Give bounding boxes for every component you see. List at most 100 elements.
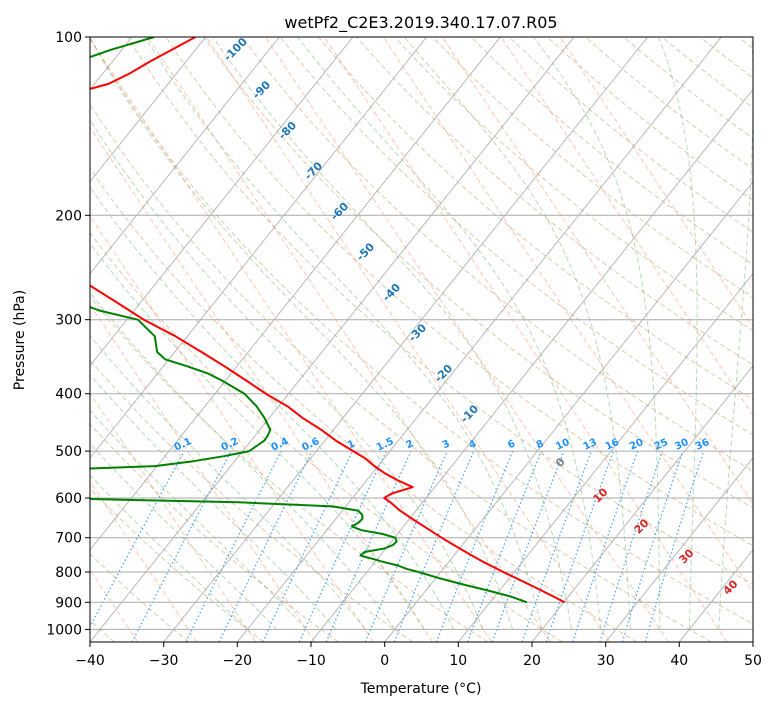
- moist-adiabat-label: 20: [632, 516, 652, 536]
- mixing-ratio-line: [599, 450, 663, 642]
- salmon-dashed-line: [264, 37, 669, 642]
- data-lines: [90, 37, 565, 604]
- y-axis-label: Pressure (hPa): [12, 290, 28, 390]
- dry-adiabat-line: [585, 37, 753, 170]
- moist-adiabat-line: [90, 291, 396, 630]
- moist-adiabat-line: [658, 37, 698, 630]
- dry-adiabat-line: [90, 37, 753, 625]
- dry-adiabat-line: [318, 37, 753, 401]
- salmon-dashed-line: [500, 37, 753, 417]
- dry-adiabat-line: [90, 167, 638, 642]
- moist-adiabat-line: [90, 443, 278, 630]
- y-tick-label: 800: [55, 565, 82, 581]
- mixing-ratio-line: [325, 450, 412, 642]
- dry-adiabat-label: -10: [458, 402, 481, 425]
- isotherm-line: [457, 272, 753, 642]
- moist-adiabat-line: [90, 37, 514, 630]
- x-tick-label: 0: [380, 653, 389, 669]
- y-tick-label: 900: [55, 595, 82, 611]
- isotherm-line: [90, 37, 354, 367]
- isotherm-line: [236, 37, 722, 642]
- mixing-ratio-label: 13: [582, 437, 599, 453]
- mixing-ratio-line: [393, 450, 475, 642]
- dry-adiabat-label: -40: [380, 281, 403, 304]
- y-tick-label: 400: [55, 387, 82, 403]
- mixing-ratio-label: 25: [653, 437, 670, 453]
- dry-adiabat-line: [547, 37, 753, 201]
- moist-adiabat-label: 0: [553, 455, 568, 470]
- y-tick-label: 1000: [46, 622, 82, 638]
- plot-frame: [89, 36, 754, 643]
- salmon-dashed-line: [90, 392, 257, 642]
- mixing-ratio-line: [545, 450, 614, 642]
- adiabat-labels: 0.1 0.2 0.4 0.6 1 1.5 2 3 4 6 8 10 13 16 20 25 30 36-100-…: [173, 35, 741, 598]
- mixing-ratio-label: 20: [628, 437, 645, 453]
- moist-adiabat-line: [90, 186, 455, 630]
- x-tick-label: −20: [223, 653, 253, 669]
- mixing-ratio-line: [644, 450, 705, 642]
- isotherm-line: [384, 180, 753, 642]
- y-tick-label: 200: [55, 208, 82, 224]
- dry-adiabat-line: [241, 37, 753, 472]
- dry-adiabat-line: [394, 37, 753, 332]
- dry-adiabat-line: [90, 553, 190, 642]
- mixing-ratio-label: 8: [535, 438, 546, 451]
- dry-adiabat-line: [165, 37, 753, 547]
- moist-adiabat-label: 40: [721, 577, 741, 597]
- x-tick-label: −30: [149, 653, 179, 669]
- isotherm-line: [90, 37, 207, 183]
- isotherm-line: [90, 37, 575, 642]
- moist-adiabat-line: [297, 37, 602, 630]
- dry-adiabat-line: [90, 359, 414, 642]
- y-tick-label: 600: [55, 491, 82, 507]
- moist-adiabat-line: [90, 242, 425, 630]
- x-tick-label: 10: [449, 653, 467, 669]
- salmon-dashed-line: [206, 37, 610, 642]
- isotherm-line: [90, 37, 280, 275]
- moist-adiabat-line: [90, 373, 337, 630]
- moist-adiabat-line: [532, 37, 661, 630]
- mixing-ratio-label: 6: [506, 438, 517, 451]
- dry-adiabat-line: [203, 37, 753, 509]
- dry-adiabat-line: [90, 102, 712, 642]
- mixing-ratio-line: [185, 450, 282, 642]
- chart-title: wetPf2_C2E3.2019.340.17.07.R05: [284, 13, 557, 33]
- moist-adiabat-line: [90, 335, 366, 630]
- dry-adiabat-label: -80: [276, 119, 299, 142]
- moist-adiabat-line: [90, 118, 484, 630]
- isotherm-line: [531, 364, 753, 642]
- x-tick-label: 40: [670, 653, 688, 669]
- moist-adiabat-line: [718, 37, 753, 630]
- x-tick-label: −40: [75, 653, 105, 669]
- mixing-ratio-label: 30: [673, 437, 690, 453]
- mixing-ratio-line: [218, 450, 313, 642]
- dry-adiabat-line: [432, 37, 753, 298]
- grid-lines: [0, 37, 753, 642]
- x-tick-label: 50: [744, 653, 762, 669]
- y-tick-label: 500: [55, 444, 82, 460]
- x-tick-label: 20: [523, 653, 541, 669]
- salmon-dashed-line: [382, 37, 753, 594]
- y-tick-label: 100: [55, 30, 82, 46]
- mixing-ratio-line: [572, 450, 639, 642]
- isotherm-line: [752, 641, 753, 642]
- mixing-ratio-label: 36: [694, 437, 711, 453]
- salmon-dashed-line: [90, 215, 375, 642]
- dry-adiabat-label: -100: [221, 35, 250, 64]
- dry-adiabat-line: [279, 37, 753, 436]
- salmon-dashed-line: [90, 38, 492, 642]
- isotherm-line: [163, 37, 649, 642]
- mixing-ratio-label: 16: [604, 437, 621, 453]
- dry-adiabat-line: [90, 487, 264, 642]
- salmon-dashed-line: [90, 480, 198, 642]
- isotherm-line: [678, 549, 753, 642]
- salmon-dashed-line: [90, 126, 433, 642]
- dry-adiabat-line: [470, 37, 753, 265]
- moist-adiabat-line: [212, 37, 572, 630]
- mixing-ratio-label: 3: [441, 438, 452, 451]
- mixing-ratio-line: [298, 450, 387, 642]
- dry-adiabat-label: -90: [250, 78, 273, 101]
- isotherm-line: [0, 37, 58, 642]
- dry-adiabat-line: [90, 295, 488, 642]
